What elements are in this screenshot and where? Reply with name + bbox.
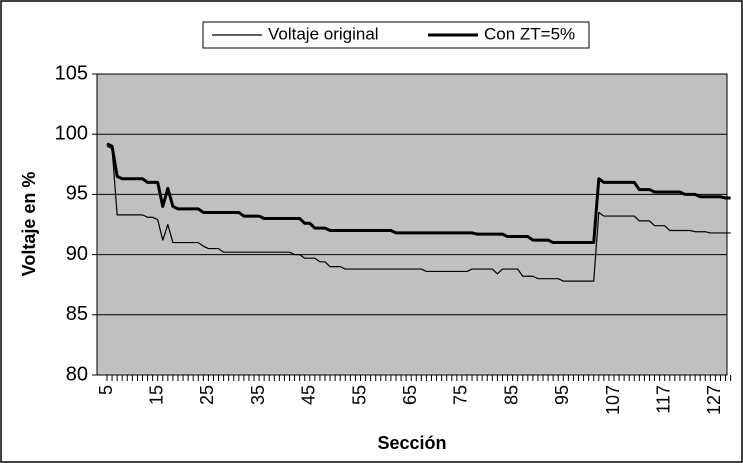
x-tick-label: 25 — [197, 385, 217, 405]
plot-area — [96, 73, 728, 376]
x-tick-label: 45 — [299, 385, 319, 405]
x-axis-title: Sección — [377, 433, 446, 453]
legend-label: Con ZT=5% — [484, 24, 575, 43]
y-axis-title: Voltaje en % — [19, 172, 39, 277]
x-tick-label: 107 — [603, 385, 623, 415]
x-tick-label: 95 — [552, 385, 572, 405]
x-tick-label: 65 — [400, 385, 420, 405]
y-tick-label: 100 — [55, 122, 88, 144]
y-tick-label: 80 — [66, 363, 88, 385]
x-tick-label: 35 — [248, 385, 268, 405]
x-tick-label: 127 — [704, 385, 724, 415]
y-tick-label: 105 — [55, 62, 88, 84]
x-tick-label: 5 — [96, 385, 116, 395]
x-tick-label: 15 — [146, 385, 166, 405]
x-tick-label: 75 — [451, 385, 471, 405]
x-tick-label: 117 — [653, 385, 673, 414]
line-series — [106, 145, 731, 282]
y-tick-label: 90 — [66, 243, 88, 265]
x-tick-label: 55 — [349, 385, 369, 405]
line-series — [106, 142, 731, 245]
legend-label: Voltaje original — [268, 24, 379, 43]
x-tick-label: 85 — [501, 385, 521, 405]
y-tick-label: 95 — [66, 183, 88, 205]
legend-box — [202, 21, 590, 49]
y-tick-label: 85 — [66, 303, 88, 325]
